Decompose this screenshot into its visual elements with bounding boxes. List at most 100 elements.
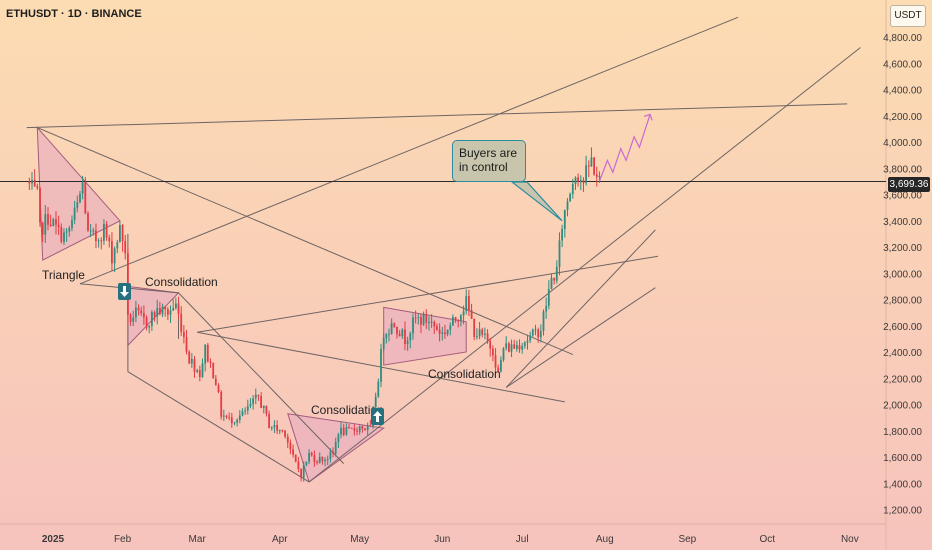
trendline-1	[37, 127, 573, 356]
candle-body	[190, 359, 193, 364]
candle-body	[404, 329, 406, 344]
candle-body	[217, 385, 220, 392]
candle-body	[71, 220, 73, 228]
candle-body	[388, 333, 390, 335]
candle-body	[143, 313, 145, 318]
candle-body	[268, 413, 270, 428]
price-tick-label: 3,600.00	[883, 191, 922, 202]
candle-body	[409, 333, 412, 341]
candle-body	[119, 225, 121, 243]
arrow-up-badge	[371, 408, 384, 425]
price-axis[interactable]: 4,800.00 4,600.00 4,400.00 4,200.00 4,000.00…	[883, 33, 922, 517]
candle-body	[460, 315, 462, 321]
candle-body	[595, 174, 598, 177]
callout-pointer	[510, 181, 563, 222]
time-tick-label: Aug	[596, 534, 614, 545]
trendline-0	[26, 103, 848, 129]
candle-body	[377, 381, 380, 397]
candle-body	[89, 230, 92, 232]
candle-body	[574, 177, 577, 184]
candle-body	[228, 417, 230, 419]
candle-body	[555, 266, 558, 281]
candle-body	[105, 224, 108, 238]
candle-body	[284, 430, 286, 437]
candle-body	[406, 340, 409, 344]
candle-body	[236, 419, 238, 423]
time-tick-label: Feb	[114, 534, 132, 545]
candle-body	[60, 227, 63, 242]
arrow-down-badge	[118, 283, 131, 300]
price-tick-label: 1,200.00	[883, 506, 922, 517]
candle-body	[481, 329, 484, 335]
candle-body	[44, 214, 47, 235]
candle-body	[111, 241, 113, 264]
candle-body	[398, 333, 401, 337]
candle-body	[590, 157, 593, 167]
candle-body	[585, 165, 587, 184]
buyers-callout: Buyers are in control	[452, 140, 526, 182]
candle-body	[196, 370, 199, 372]
candle-body	[31, 179, 33, 184]
candle-body	[396, 326, 398, 334]
candle-body	[49, 224, 52, 227]
candle-body	[310, 452, 313, 456]
candle-body	[587, 165, 590, 167]
candle-body	[489, 340, 492, 349]
candle-body	[526, 340, 529, 343]
candle-body	[340, 427, 342, 435]
candle-body	[539, 331, 542, 338]
candle-body	[356, 430, 358, 432]
candle-body	[342, 427, 345, 435]
candle-body	[175, 303, 177, 309]
candle-body	[204, 344, 207, 364]
candle-body	[433, 321, 436, 327]
candle-body	[454, 317, 457, 321]
candle-body	[369, 425, 372, 427]
candle-body	[121, 225, 124, 242]
candle-body	[254, 394, 257, 399]
candle-body	[529, 335, 532, 341]
candle-body	[425, 314, 428, 323]
candle-body	[502, 348, 505, 360]
candle-body	[148, 326, 151, 328]
candle-body	[79, 193, 81, 203]
currency-button[interactable]: USDT	[890, 5, 926, 27]
trendline-5	[127, 371, 310, 483]
candle-body	[484, 333, 486, 335]
candle-body	[582, 180, 585, 184]
price-tick-label: 2,600.00	[883, 322, 922, 333]
candle-body	[57, 224, 60, 227]
candle-body	[422, 314, 425, 325]
candle-body	[494, 355, 497, 368]
candle-body	[262, 405, 265, 408]
callout-text: Buyers are in control	[459, 146, 518, 174]
trendlines	[0, 16, 886, 483]
candle-body	[270, 427, 273, 429]
time-tick-label: Sep	[678, 534, 696, 545]
candle-body	[246, 406, 249, 411]
price-tick-label: 1,600.00	[883, 453, 922, 464]
candle-body	[350, 427, 353, 429]
candle-body	[473, 318, 476, 338]
price-tick-label: 1,800.00	[883, 427, 922, 438]
candle-body	[457, 320, 460, 322]
time-axis[interactable]: 2025 Feb Mar Apr May Jun Jul Aug Sep Oct Nov	[42, 534, 859, 545]
candle-body	[39, 187, 41, 223]
trendline-6	[308, 47, 861, 483]
price-tick-label: 3,400.00	[883, 217, 922, 228]
candle-body	[132, 317, 135, 322]
candle-body	[417, 317, 420, 318]
candle-body	[185, 337, 188, 352]
price-tick-label: 4,200.00	[883, 112, 922, 123]
symbol-title[interactable]: ETHUSDT · 1D · BINANCE	[6, 8, 142, 20]
candle-body	[84, 182, 87, 214]
candle-body	[28, 181, 31, 184]
candle-body	[81, 182, 84, 194]
candle-body	[497, 367, 500, 372]
candle-body	[63, 232, 65, 242]
price-tick-label: 4,800.00	[883, 33, 922, 44]
candle-body	[249, 403, 252, 406]
candle-body	[561, 229, 563, 241]
